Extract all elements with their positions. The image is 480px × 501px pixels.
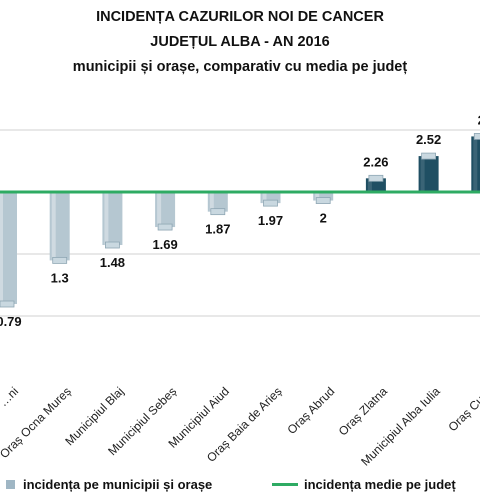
bar-marker — [263, 199, 278, 207]
bar — [155, 192, 176, 228]
legend-label-mean: incidența medie pe județ — [304, 477, 456, 492]
bar-marker — [210, 208, 226, 216]
data-label: 1.87 — [205, 222, 230, 237]
data-label: 2.52 — [416, 132, 441, 147]
legend-item-mean: incidența medie pe județ — [272, 477, 456, 492]
bar-highlight — [315, 192, 320, 201]
category-label: Oraș Abrud — [284, 384, 337, 437]
bar — [313, 192, 334, 201]
category-label: Oraș Zlatna — [336, 384, 390, 438]
bar-marker — [315, 197, 331, 204]
bar-highlight — [0, 192, 3, 304]
bar — [418, 156, 439, 192]
bar-highlight — [420, 156, 425, 192]
data-label: 1.69 — [152, 237, 177, 252]
data-label: 1.97 — [258, 213, 283, 228]
legend-swatch-bar — [6, 480, 15, 489]
data-label: 2 — [478, 112, 480, 127]
legend-label-series: incidența pe municipii și orașe — [23, 477, 213, 492]
chart-title: INCIDENȚA CAZURILOR NOI DE CANCER — [96, 9, 384, 25]
bar-highlight — [51, 192, 56, 261]
data-label: 1.3 — [51, 270, 69, 285]
bar — [49, 192, 70, 261]
bar-highlight — [209, 192, 214, 212]
category-label: …ni — [0, 384, 21, 409]
data-label: 2.26 — [363, 154, 388, 169]
bar — [207, 192, 228, 212]
chart-subtitle: JUDEȚUL ALBA - AN 2016 — [150, 34, 330, 50]
bar-marker — [52, 256, 68, 264]
legend-item-series: incidența pe municipii și orașe — [6, 477, 212, 492]
bar-highlight — [157, 192, 162, 228]
bar — [0, 192, 17, 304]
bar-highlight — [367, 178, 372, 192]
bar-marker — [0, 300, 15, 308]
bar — [260, 192, 281, 204]
data-label: 0.79 — [0, 314, 22, 329]
bar-highlight — [473, 136, 478, 192]
bar — [365, 178, 386, 192]
bar-marker — [157, 223, 173, 231]
chart-subtitle-2: municipii și orașe, comparativ cu media … — [72, 59, 408, 75]
bar-marker — [421, 152, 437, 160]
bar-marker — [105, 241, 120, 249]
bar-marker — [473, 133, 480, 140]
bar-highlight — [262, 192, 267, 204]
category-label: Oraș Cu… — [445, 384, 480, 434]
legend-swatch-line — [272, 483, 298, 486]
data-label: 1.48 — [100, 255, 125, 270]
data-label: 2 — [320, 211, 327, 226]
bar-highlight — [104, 192, 109, 246]
bar — [471, 136, 480, 192]
bar — [102, 192, 123, 246]
bar-marker — [368, 174, 384, 182]
